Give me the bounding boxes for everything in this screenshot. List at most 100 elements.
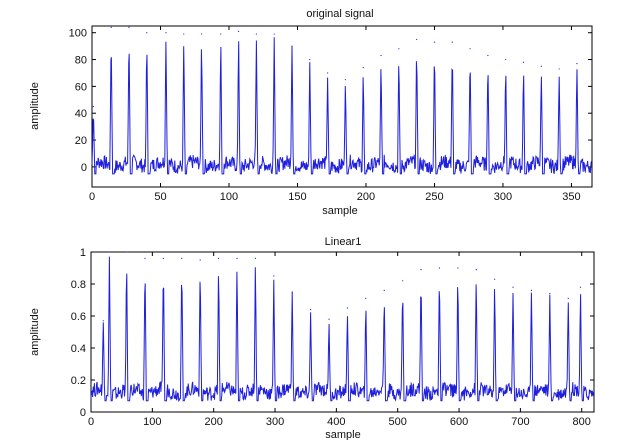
peak-point <box>128 26 130 28</box>
peak-point <box>469 48 471 50</box>
chart-title: Linear1 <box>325 236 362 248</box>
x-tick-label: 400 <box>327 416 345 428</box>
x-axis-label: sample <box>322 205 357 217</box>
peak-point <box>365 297 367 299</box>
peak-point <box>144 257 146 259</box>
y-axis-label: amplitude <box>29 308 41 356</box>
peak-point <box>199 259 201 261</box>
peak-point <box>310 309 312 311</box>
peak-point <box>475 269 477 271</box>
peak-point <box>183 33 185 35</box>
chart-title: original signal <box>306 8 373 20</box>
x-tick-label: 150 <box>288 191 306 203</box>
peak-point <box>327 72 329 74</box>
axes-frame <box>91 25 593 188</box>
peak-point <box>291 45 293 47</box>
x-tick-label: 200 <box>205 416 223 428</box>
peak-point <box>416 38 418 41</box>
x-axis-label: sample <box>325 429 360 440</box>
x-tick-label: 100 <box>143 416 161 428</box>
peak-point <box>346 307 349 309</box>
y-tick-label: 0 <box>81 162 87 174</box>
subplot-original-signal: original signal 0 50 100 150 200 250 300 350 0 20… <box>29 8 593 217</box>
tick-layer: 0 50 100 150 200 250 300 350 0 20 40 60 80 100 <box>69 26 592 203</box>
x-tick-label: 500 <box>389 416 407 428</box>
y-tick-label: 0.8 <box>71 279 86 291</box>
x-tick-label: 300 <box>266 416 284 428</box>
peak-point <box>309 58 311 61</box>
peak-point <box>505 58 507 61</box>
peak-point <box>165 32 167 34</box>
peak-point <box>512 286 514 288</box>
y-tick-label: 1 <box>80 247 86 259</box>
peak-point <box>487 54 489 57</box>
x-tick-label: 100 <box>220 191 238 203</box>
peak-point <box>146 32 148 34</box>
peak-point <box>549 293 551 295</box>
peak-point <box>383 289 385 291</box>
peak-point <box>438 267 441 269</box>
peak-point <box>92 105 94 108</box>
peak-point <box>402 280 404 282</box>
peak-point <box>451 41 453 43</box>
peak-point <box>102 320 104 322</box>
x-tick-label: 350 <box>562 191 580 203</box>
y-tick-label: 40 <box>75 108 87 120</box>
y-tick-label: 0.2 <box>71 375 86 387</box>
x-tick-label: 0 <box>89 191 95 203</box>
peak-point <box>579 286 582 288</box>
y-tick-label: 0 <box>80 407 86 419</box>
y-tick-label: 80 <box>75 55 87 67</box>
peak-point <box>457 267 459 269</box>
peak-point <box>398 48 400 50</box>
peak-point <box>420 269 422 271</box>
x-tick-label: 600 <box>450 416 468 428</box>
peak-point <box>255 33 257 35</box>
signal-line <box>91 37 592 175</box>
subplot-linear1: Linear1 0 100 200 300 400 500 600 700 800 0 0.2 0.4… <box>29 236 595 440</box>
y-tick-label: 60 <box>75 81 87 93</box>
peak-point <box>494 278 496 280</box>
x-tick-label: 0 <box>88 416 94 428</box>
y-axis-label: amplitude <box>29 82 41 130</box>
peak-point <box>273 33 275 35</box>
peak-point <box>254 257 256 259</box>
peak-point <box>540 65 542 67</box>
peak-point <box>110 26 112 28</box>
peak-point <box>362 66 364 69</box>
x-tick-label: 700 <box>511 416 529 428</box>
peak-point <box>108 251 111 253</box>
x-tick-label: 200 <box>357 191 375 203</box>
peak-point <box>380 54 382 57</box>
peak-point <box>576 62 578 65</box>
peak-point <box>237 30 240 32</box>
peak-point <box>217 257 220 259</box>
tick-layer: 0 100 200 300 400 500 600 700 800 0 0.2 0.4 0.6 0.8 1 <box>71 247 594 428</box>
peak-point <box>200 33 203 35</box>
peak-point <box>273 275 275 277</box>
peak-point <box>125 251 128 253</box>
peak-point <box>181 257 183 259</box>
peak-point <box>522 61 525 63</box>
peak-point <box>291 291 293 293</box>
peak-point <box>328 318 330 320</box>
series-layer <box>91 26 592 175</box>
x-tick-label: 800 <box>573 416 591 428</box>
y-tick-label: 0.4 <box>71 343 86 355</box>
peak-point <box>567 297 569 299</box>
signal-line <box>90 256 594 403</box>
series-layer <box>90 251 594 403</box>
peak-point <box>162 257 164 259</box>
y-tick-label: 100 <box>69 28 87 40</box>
peak-point <box>236 257 238 259</box>
peak-point <box>530 289 533 291</box>
x-tick-label: 300 <box>494 191 512 203</box>
peak-point <box>433 41 436 43</box>
peak-point <box>344 79 347 81</box>
y-tick-label: 20 <box>75 135 87 147</box>
x-tick-label: 250 <box>425 191 443 203</box>
axes-frame <box>90 251 595 413</box>
x-tick-label: 50 <box>154 191 166 203</box>
y-tick-label: 0.6 <box>71 311 86 323</box>
